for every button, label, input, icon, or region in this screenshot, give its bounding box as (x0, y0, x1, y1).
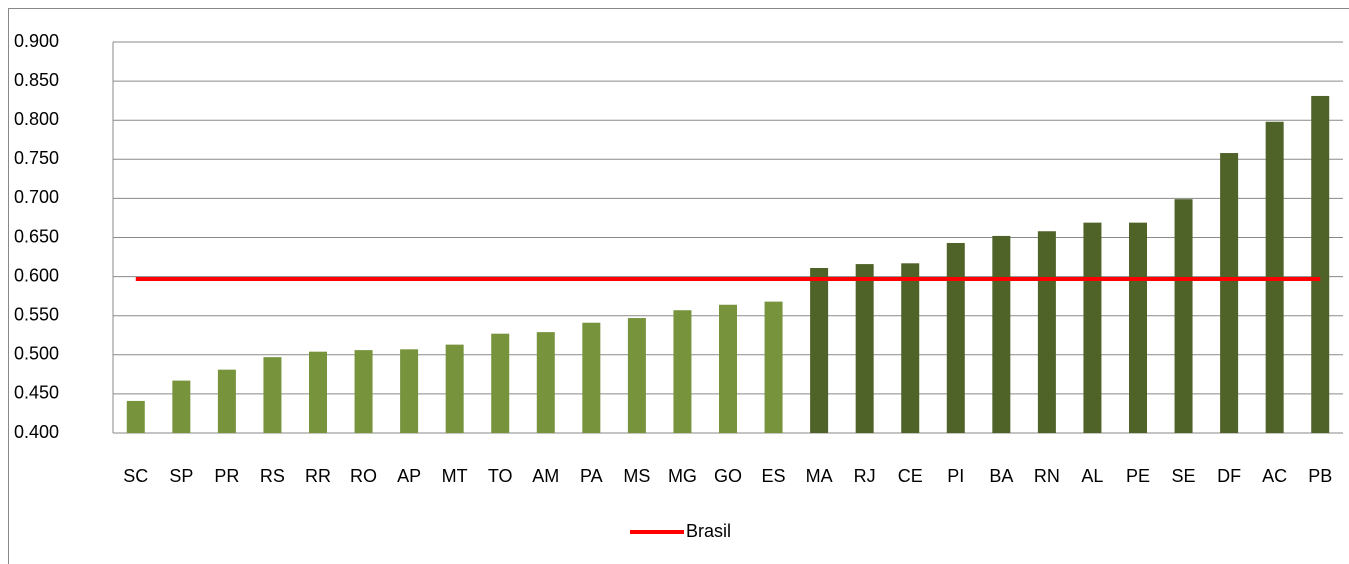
x-tick-label: PA (580, 466, 603, 486)
bar (1129, 222, 1147, 433)
y-tick-label: 0.400 (14, 422, 59, 442)
bar (855, 264, 874, 433)
x-tick-label: PI (947, 466, 964, 486)
x-tick-label: RR (305, 466, 331, 486)
x-tick-label: RS (260, 466, 285, 486)
bar (354, 350, 373, 433)
x-tick-label: TO (488, 466, 513, 486)
x-tick-label: AM (532, 466, 559, 486)
bar (400, 349, 419, 433)
bar (946, 242, 965, 433)
y-tick-label: 0.900 (14, 31, 59, 51)
x-tick-label: AP (397, 466, 421, 486)
x-tick-label: AL (1081, 466, 1103, 486)
bar (673, 310, 692, 433)
x-tick-label: MA (806, 466, 833, 486)
y-tick-label: 0.750 (14, 148, 59, 168)
x-tick-label: GO (714, 466, 742, 486)
bar (764, 301, 783, 433)
bar (309, 351, 327, 433)
bar (810, 267, 829, 433)
bar (491, 333, 510, 433)
x-tick-label: RN (1034, 466, 1060, 486)
legend-label: Brasil (686, 521, 731, 541)
x-tick-label: RJ (854, 466, 876, 486)
x-tick-label: PE (1126, 466, 1150, 486)
x-tick-label: RO (350, 466, 377, 486)
chart-frame (8, 8, 1349, 564)
bar (1311, 95, 1330, 433)
bar (1037, 231, 1056, 433)
x-tick-label: DF (1217, 466, 1241, 486)
x-tick-label: MG (668, 466, 697, 486)
x-tick-label: AC (1262, 466, 1287, 486)
y-tick-label: 0.450 (14, 383, 59, 403)
x-tick-label: MS (623, 466, 650, 486)
bar (172, 380, 191, 433)
y-tick-label: 0.550 (14, 304, 59, 324)
x-tick-label: MT (442, 466, 468, 486)
y-tick-label: 0.600 (14, 265, 59, 285)
bar (1174, 199, 1193, 433)
y-tick-label: 0.700 (14, 187, 59, 207)
x-tick-label: SP (169, 466, 193, 486)
x-tick-label: CE (898, 466, 923, 486)
x-tick-label: BA (989, 466, 1013, 486)
bar (217, 369, 236, 433)
bar (263, 357, 282, 433)
x-tick-label: PR (214, 466, 239, 486)
y-tick-label: 0.800 (14, 109, 59, 129)
y-tick-label: 0.650 (14, 226, 59, 246)
x-tick-label: SE (1172, 466, 1196, 486)
y-tick-label: 0.500 (14, 344, 59, 364)
bar (901, 263, 920, 433)
x-tick-label: ES (762, 466, 786, 486)
bar (1220, 153, 1239, 433)
bar (627, 318, 646, 433)
bar (1083, 222, 1102, 433)
bar (992, 235, 1011, 433)
bar (445, 344, 464, 433)
bar (719, 304, 737, 433)
x-tick-label: PB (1308, 466, 1332, 486)
bar (536, 332, 555, 433)
x-tick-label: SC (123, 466, 148, 486)
bar (126, 400, 145, 433)
bar (582, 322, 601, 433)
y-tick-label: 0.850 (14, 70, 59, 90)
